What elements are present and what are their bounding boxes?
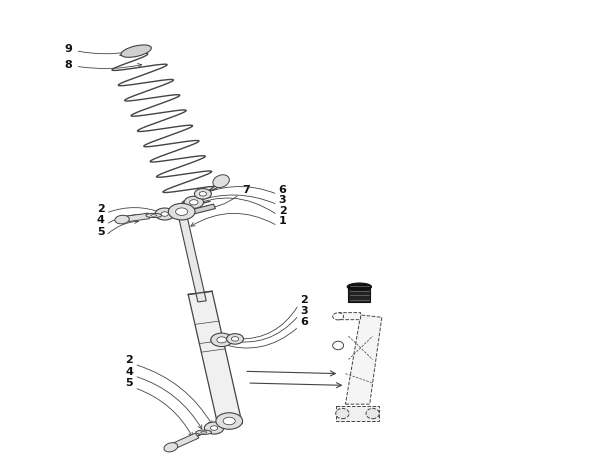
Ellipse shape	[211, 333, 233, 347]
Text: 2: 2	[125, 355, 133, 365]
Text: 2: 2	[97, 204, 105, 214]
Polygon shape	[348, 288, 370, 302]
Text: 4: 4	[125, 367, 133, 377]
Polygon shape	[177, 211, 206, 302]
Polygon shape	[182, 204, 215, 217]
Ellipse shape	[213, 175, 230, 188]
Ellipse shape	[216, 413, 242, 429]
Ellipse shape	[231, 337, 239, 341]
Ellipse shape	[333, 341, 343, 350]
Ellipse shape	[200, 191, 206, 196]
Text: 2: 2	[300, 295, 308, 305]
Ellipse shape	[217, 337, 226, 343]
Ellipse shape	[366, 408, 379, 418]
Text: 9: 9	[65, 44, 72, 54]
Ellipse shape	[176, 208, 188, 216]
Ellipse shape	[347, 283, 371, 291]
Ellipse shape	[115, 215, 129, 224]
Text: 2: 2	[278, 206, 286, 216]
Ellipse shape	[121, 45, 151, 57]
Ellipse shape	[164, 443, 177, 452]
Ellipse shape	[161, 212, 168, 216]
Ellipse shape	[168, 203, 195, 220]
Text: 5: 5	[125, 378, 133, 389]
Text: 1: 1	[278, 216, 286, 227]
Ellipse shape	[184, 196, 204, 209]
Ellipse shape	[195, 189, 211, 199]
Polygon shape	[334, 313, 360, 320]
Text: 7: 7	[242, 185, 250, 195]
Polygon shape	[188, 291, 242, 427]
Ellipse shape	[333, 313, 343, 320]
Ellipse shape	[204, 422, 224, 434]
Text: 5: 5	[97, 227, 105, 237]
Text: 4: 4	[97, 215, 105, 225]
Polygon shape	[345, 315, 382, 404]
Ellipse shape	[155, 208, 174, 220]
Polygon shape	[169, 433, 199, 450]
Text: 8: 8	[65, 59, 72, 69]
Ellipse shape	[226, 333, 244, 344]
Ellipse shape	[211, 426, 218, 430]
Text: 3: 3	[278, 195, 286, 205]
Ellipse shape	[223, 417, 235, 425]
Ellipse shape	[190, 200, 198, 205]
Ellipse shape	[201, 431, 207, 433]
Ellipse shape	[336, 408, 349, 418]
Text: 6: 6	[300, 317, 308, 327]
Text: 6: 6	[278, 185, 286, 195]
Polygon shape	[337, 407, 379, 420]
Ellipse shape	[146, 213, 162, 218]
Polygon shape	[121, 213, 149, 222]
Ellipse shape	[151, 215, 157, 216]
Ellipse shape	[196, 430, 212, 435]
Text: 3: 3	[300, 306, 308, 316]
